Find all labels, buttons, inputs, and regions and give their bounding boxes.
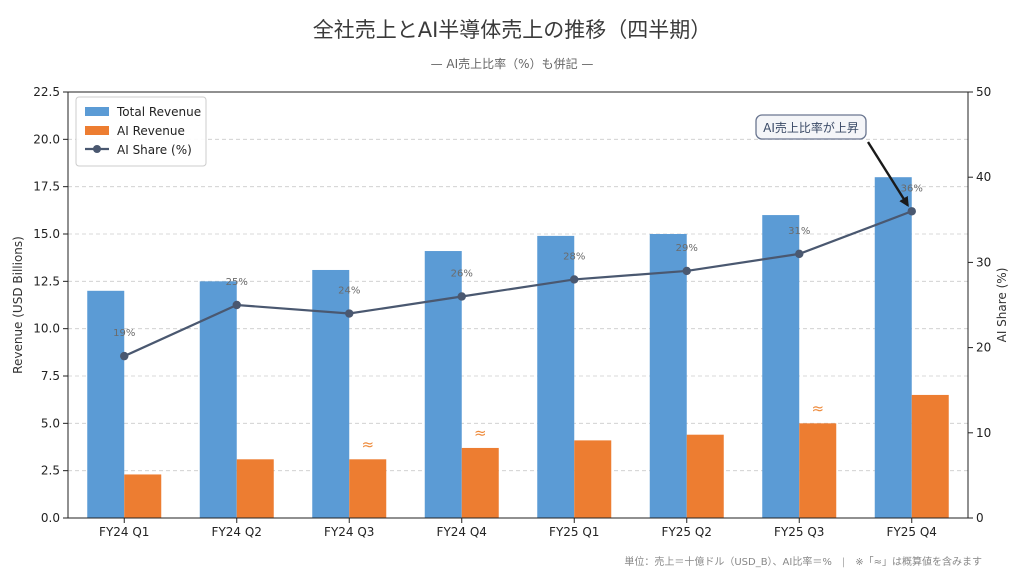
share-line-group: [120, 207, 916, 361]
y-tick-label: 7.5: [41, 369, 60, 383]
footnote: 単位：売上＝十億ドル（USD_B）、AI比率＝% | ※「≈」は概算値を含みます: [624, 553, 982, 568]
share-point-label: 31%: [788, 226, 810, 237]
share-point-label: 25%: [226, 277, 248, 288]
bar-ai-revenue: [349, 459, 387, 518]
y2-tick-label: 30: [976, 255, 991, 269]
x-tick-label: FY24 Q1: [99, 525, 149, 539]
legend: Total Revenue AI Revenue AI Share (%): [75, 96, 207, 167]
x-tick-label: FY24 Q3: [324, 525, 374, 539]
x-tick-label: FY25 Q3: [774, 525, 824, 539]
plot-frame: [67, 91, 969, 519]
x-tick-label: FY24 Q4: [437, 525, 487, 539]
x-tick-label: FY25 Q1: [549, 525, 599, 539]
y-tick-label: 2.5: [41, 464, 60, 478]
annotation-box: [755, 114, 867, 140]
y2-tick-label: 20: [976, 341, 991, 355]
share-point-label: 26%: [451, 268, 473, 279]
y2-tick-label: 40: [976, 170, 991, 184]
bar-ai-revenue: [799, 423, 837, 518]
y-tick-label: 17.5: [33, 180, 60, 194]
y-tick-label: 22.5: [33, 85, 60, 99]
x-tick-label: FY24 Q2: [212, 525, 262, 539]
x-tick-label: FY25 Q4: [887, 525, 937, 539]
approx-mark: ≈: [811, 399, 824, 417]
footnote-unit: 単位：売上＝十億ドル（USD_B）、AI比率＝%: [624, 557, 832, 568]
bars: [87, 177, 949, 519]
x-tick-label: FY25 Q2: [662, 525, 712, 539]
annotation-arrow: [866, 141, 909, 207]
bar-ai-revenue: [911, 394, 949, 518]
y-tick-label: 0.0: [41, 511, 60, 525]
bar-total-revenue: [649, 234, 687, 518]
y2-axis-title: AI Share (%): [995, 268, 1009, 343]
y-tick-label: 5.0: [41, 416, 60, 430]
bar-total-revenue: [424, 251, 462, 519]
chart-title: 全社売上とAI半導体売上の推移（四半期）: [312, 18, 712, 42]
bar-total-revenue: [874, 177, 912, 518]
share-point: [232, 300, 241, 310]
bar-ai-revenue: [236, 459, 274, 518]
annotation: AI売上比率が上昇: [755, 114, 909, 207]
legend-label-total: Total Revenue: [116, 105, 201, 119]
legend-swatch-total: [85, 107, 109, 116]
bar-total-revenue: [199, 281, 237, 518]
share-line: [123, 210, 913, 358]
legend-label-share: AI Share (%): [117, 143, 192, 157]
bar-ai-revenue: [124, 474, 162, 518]
bar-total-revenue: [312, 269, 350, 518]
share-point: [570, 275, 579, 284]
y2-tick-label: 0: [976, 511, 984, 525]
y-tick-label: 10.0: [33, 322, 60, 336]
chart-subtitle: — AI売上比率（%）も併記 —: [430, 57, 594, 71]
share-point: [120, 351, 129, 361]
y-tick-label: 15.0: [33, 227, 60, 241]
footnote-separator: |: [841, 557, 846, 568]
footnote-note: ※「≈」は概算値を含みます: [855, 557, 982, 568]
share-point-label: 24%: [338, 286, 360, 297]
y2-tick-label: 50: [976, 85, 991, 99]
share-point-label: 19%: [113, 328, 135, 339]
bar-ai-revenue: [574, 440, 612, 518]
approx-mark: ≈: [361, 435, 374, 453]
annotation-text: AI売上比率が上昇: [763, 120, 859, 135]
share-point: [682, 266, 691, 276]
y2-tick-label: 10: [976, 426, 991, 440]
share-point-label: 36%: [901, 183, 923, 194]
bar-total-revenue: [762, 215, 800, 519]
point-labels: ≈ ≈ ≈19% 25% 24% 26% 28% 29% 31% 36%: [113, 183, 923, 453]
y-axis-title: Revenue (USD Billions): [11, 236, 25, 374]
legend-swatch-share-point: [93, 145, 101, 153]
legend-label-ai: AI Revenue: [117, 124, 185, 138]
bar-ai-revenue: [686, 434, 724, 518]
share-point: [345, 309, 354, 318]
share-point-label: 29%: [676, 243, 698, 254]
share-point: [907, 207, 916, 216]
bar-total-revenue: [87, 290, 125, 518]
share-point: [795, 249, 804, 259]
share-point: [457, 292, 466, 301]
share-point-label: 28%: [563, 251, 585, 262]
bar-total-revenue: [537, 235, 575, 519]
y-tick-label: 12.5: [33, 274, 60, 288]
y-tick-label: 20.0: [33, 132, 60, 146]
approx-mark: ≈: [474, 424, 487, 442]
legend-swatch-ai: [85, 126, 109, 135]
axes: 0.0 2.5 5.0 7.5 10.0 12.5 15.0 17.5 20.0 22.5 0 10 2…: [11, 85, 1009, 539]
bar-ai-revenue: [461, 447, 499, 518]
